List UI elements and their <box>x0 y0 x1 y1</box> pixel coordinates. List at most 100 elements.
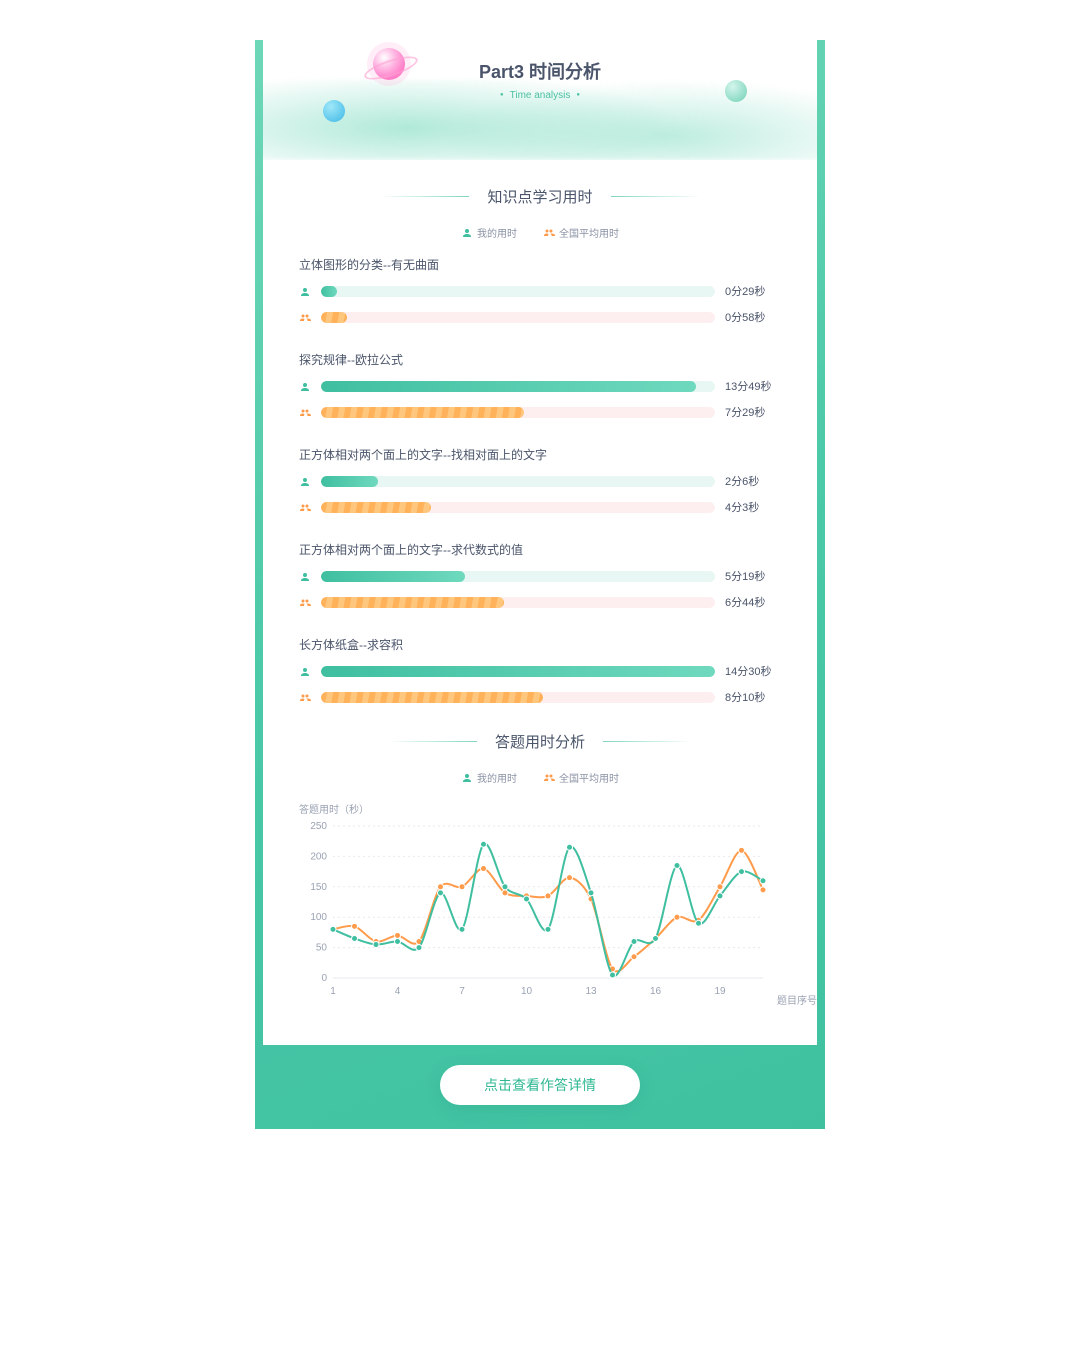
time-avg: 4分3秒 <box>725 499 781 515</box>
bar-fill-avg <box>321 502 431 513</box>
chart-x-tick: 16 <box>650 986 662 997</box>
time-me: 5分19秒 <box>725 568 781 584</box>
series-point-avg <box>631 954 637 960</box>
answer-time-chart: 答题用时（秒） 05010015020025014710131619 题目序号 <box>263 801 817 1005</box>
series-point-avg <box>739 847 745 853</box>
series-point-me <box>567 844 573 850</box>
series-point-me <box>502 884 508 890</box>
series-point-me <box>330 926 336 932</box>
people-icon <box>543 772 555 784</box>
series-point-me <box>696 920 702 926</box>
series-point-me <box>352 935 358 941</box>
knowledge-item: 正方体相对两个面上的文字--求代数式的值 5分19秒 6分44秒 <box>299 541 781 610</box>
series-point-me <box>373 942 379 948</box>
people-icon <box>543 227 555 239</box>
chart-y-tick: 50 <box>316 943 328 954</box>
knowledge-list: 立体图形的分类--有无曲面 0分29秒 0分58秒探究规律--欧拉公式 13分49秒 7… <box>263 256 817 705</box>
bar-fill-avg <box>321 312 347 323</box>
series-point-me <box>653 935 659 941</box>
series-point-avg <box>760 887 766 893</box>
knowledge-item-name: 正方体相对两个面上的文字--找相对面上的文字 <box>299 446 781 463</box>
legend-me-label: 我的用时 <box>477 225 517 240</box>
people-icon <box>299 691 311 703</box>
series-point-me <box>674 863 680 869</box>
bar-track-me <box>321 381 715 392</box>
series-point-me <box>588 890 594 896</box>
person-icon <box>299 380 311 392</box>
section1-legend: 我的用时 全国平均用时 <box>263 225 817 240</box>
bar-row-me: 0分29秒 <box>299 283 781 299</box>
knowledge-item-name: 立体图形的分类--有无曲面 <box>299 256 781 273</box>
bar-track-avg <box>321 407 715 418</box>
series-line-me <box>333 844 763 976</box>
time-me: 14分30秒 <box>725 663 781 679</box>
section2-legend: 我的用时 全国平均用时 <box>263 770 817 785</box>
time-me: 2分6秒 <box>725 473 781 489</box>
bar-row-me: 5分19秒 <box>299 568 781 584</box>
bar-fill-me <box>321 476 378 487</box>
legend2-avg: 全国平均用时 <box>543 770 619 785</box>
chart-y-tick: 250 <box>310 821 327 832</box>
bar-row-me: 2分6秒 <box>299 473 781 489</box>
bar-fill-avg <box>321 692 543 703</box>
time-me: 13分49秒 <box>725 378 781 394</box>
people-icon <box>299 501 311 513</box>
bar-track-me <box>321 666 715 677</box>
people-icon <box>299 406 311 418</box>
bar-row-me: 14分30秒 <box>299 663 781 679</box>
report-body: Part3 时间分析 Time analysis 知识点学习用时 我的用时 全国… <box>263 40 817 1045</box>
bar-fill-me <box>321 666 715 677</box>
line-chart-svg: 05010015020025014710131619 <box>299 820 769 1000</box>
time-avg: 8分10秒 <box>725 689 781 705</box>
bar-fill-avg <box>321 407 524 418</box>
section2-title-text: 答题用时分析 <box>495 731 585 752</box>
series-point-me <box>739 869 745 875</box>
legend2-me-label: 我的用时 <box>477 770 517 785</box>
bar-track-me <box>321 476 715 487</box>
bar-fill-avg <box>321 597 504 608</box>
series-point-me <box>459 926 465 932</box>
knowledge-item: 立体图形的分类--有无曲面 0分29秒 0分58秒 <box>299 256 781 325</box>
time-avg: 7分29秒 <box>725 404 781 420</box>
bar-fill-me <box>321 381 696 392</box>
chart-y-label: 答题用时（秒） <box>299 801 781 816</box>
person-icon <box>461 227 473 239</box>
knowledge-item-name: 正方体相对两个面上的文字--求代数式的值 <box>299 541 781 558</box>
series-point-avg <box>459 884 465 890</box>
series-point-avg <box>438 884 444 890</box>
series-point-me <box>717 893 723 899</box>
person-icon <box>299 570 311 582</box>
chart-y-tick: 150 <box>310 882 327 893</box>
section1-title-text: 知识点学习用时 <box>487 186 592 207</box>
legend-avg-label: 全国平均用时 <box>559 225 619 240</box>
legend-me: 我的用时 <box>461 225 517 240</box>
bar-track-avg <box>321 597 715 608</box>
legend2-avg-label: 全国平均用时 <box>559 770 619 785</box>
chart-x-tick: 13 <box>585 986 597 997</box>
bar-row-avg: 7分29秒 <box>299 404 781 420</box>
knowledge-item: 探究规律--欧拉公式 13分49秒 7分29秒 <box>299 351 781 420</box>
knowledge-item-name: 探究规律--欧拉公式 <box>299 351 781 368</box>
knowledge-item-name: 长方体纸盒--求容积 <box>299 636 781 653</box>
chart-y-tick: 0 <box>321 973 327 984</box>
series-line-avg <box>333 850 763 971</box>
bar-track-avg <box>321 502 715 513</box>
knowledge-item: 正方体相对两个面上的文字--找相对面上的文字 2分6秒 4分3秒 <box>299 446 781 515</box>
series-point-me <box>610 972 616 978</box>
chart-y-tick: 100 <box>310 912 327 923</box>
chart-y-tick: 200 <box>310 851 327 862</box>
time-avg: 6分44秒 <box>725 594 781 610</box>
chart-x-tick: 1 <box>330 986 336 997</box>
orb-icon <box>323 100 345 122</box>
chart-x-tick: 7 <box>459 986 465 997</box>
legend-avg: 全国平均用时 <box>543 225 619 240</box>
time-avg: 0分58秒 <box>725 309 781 325</box>
chart-x-label: 题目序号 <box>777 992 817 1007</box>
series-point-avg <box>395 932 401 938</box>
view-details-button[interactable]: 点击查看作答详情 <box>440 1065 640 1105</box>
chart-x-tick: 4 <box>395 986 401 997</box>
time-me: 0分29秒 <box>725 283 781 299</box>
bar-track-me <box>321 286 715 297</box>
bar-fill-me <box>321 571 465 582</box>
series-point-avg <box>481 866 487 872</box>
